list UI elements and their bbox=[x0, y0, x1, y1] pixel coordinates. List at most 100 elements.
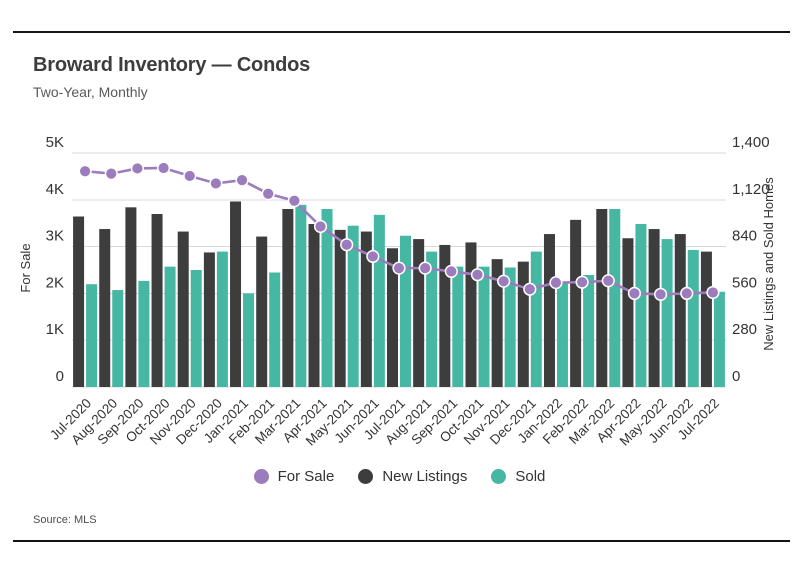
bar-sold-Jan-2021[interactable] bbox=[243, 293, 255, 387]
legend-label: New Listings bbox=[382, 468, 468, 485]
y-axis-right-tick-label: 560 bbox=[732, 274, 757, 291]
legend-item-sold[interactable]: Sold bbox=[491, 468, 545, 485]
y-axis-left-tick-label: 5K bbox=[46, 134, 64, 151]
bar-new-listings-Oct-2020[interactable] bbox=[151, 214, 163, 387]
for-sale-point-Dec-2020[interactable] bbox=[210, 178, 221, 189]
bar-sold-Jul-2021[interactable] bbox=[400, 235, 411, 387]
bar-sold-Sep-2021[interactable] bbox=[452, 266, 464, 387]
bar-new-listings-May-2022[interactable] bbox=[648, 229, 660, 387]
bar-new-listings-Apr-2022[interactable] bbox=[622, 238, 634, 387]
bar-new-listings-Sep-2021[interactable] bbox=[439, 244, 451, 387]
bar-new-listings-May-2021[interactable] bbox=[334, 229, 346, 387]
for-sale-point-Jul-2022[interactable] bbox=[707, 287, 719, 298]
for-sale-point-Nov-2020[interactable] bbox=[184, 170, 195, 182]
bar-sold-Jul-2022[interactable] bbox=[713, 291, 725, 387]
bar-new-listings-Mar-2021[interactable] bbox=[282, 208, 294, 387]
bar-sold-Feb-2022[interactable] bbox=[583, 275, 595, 387]
for-sale-point-May-2021[interactable] bbox=[341, 239, 352, 250]
for-sale-swatch-icon bbox=[253, 469, 269, 484]
for-sale-point-Jun-2021[interactable] bbox=[367, 251, 378, 262]
for-sale-point-Jul-2021[interactable] bbox=[393, 263, 405, 274]
bar-sold-Jun-2022[interactable] bbox=[687, 249, 699, 387]
bar-new-listings-Jul-2021[interactable] bbox=[387, 248, 398, 387]
for-sale-point-Jul-2020[interactable] bbox=[79, 166, 91, 177]
legend-item-new-listings[interactable]: New Listings bbox=[358, 468, 467, 485]
for-sale-point-Jun-2022[interactable] bbox=[681, 288, 692, 299]
bar-sold-Oct-2020[interactable] bbox=[164, 266, 176, 387]
bar-new-listings-Aug-2020[interactable] bbox=[99, 229, 111, 387]
for-sale-point-Nov-2021[interactable] bbox=[498, 276, 509, 287]
bar-sold-Feb-2021[interactable] bbox=[269, 272, 281, 387]
y-axis-right-tick-label: 280 bbox=[732, 321, 757, 338]
bar-sold-Dec-2021[interactable] bbox=[530, 251, 542, 387]
for-sale-point-Feb-2021[interactable] bbox=[263, 188, 274, 199]
bar-sold-Sep-2020[interactable] bbox=[138, 280, 150, 387]
bar-new-listings-Jul-2022[interactable] bbox=[700, 251, 712, 387]
bar-sold-Nov-2020[interactable] bbox=[190, 270, 202, 387]
y-axis-right-tick-label: 0 bbox=[732, 368, 740, 385]
bar-sold-Apr-2021[interactable] bbox=[321, 208, 333, 387]
for-sale-point-Apr-2021[interactable] bbox=[315, 221, 326, 232]
bar-sold-May-2022[interactable] bbox=[661, 239, 673, 387]
bar-new-listings-Dec-2021[interactable] bbox=[517, 261, 529, 387]
bar-sold-Jul-2020[interactable] bbox=[86, 284, 98, 387]
new-listings-swatch-icon bbox=[358, 469, 374, 484]
legend-label: Sold bbox=[515, 468, 546, 485]
page-title: Broward Inventory — Condos bbox=[33, 54, 311, 76]
bar-new-listings-Mar-2022[interactable] bbox=[596, 208, 608, 387]
for-sale-point-Oct-2021[interactable] bbox=[472, 269, 483, 280]
bar-sold-Jun-2021[interactable] bbox=[373, 214, 385, 387]
bar-sold-Apr-2022[interactable] bbox=[635, 224, 647, 387]
bar-new-listings-Sep-2020[interactable] bbox=[125, 207, 137, 387]
bar-sold-Dec-2020[interactable] bbox=[216, 251, 228, 387]
bar-new-listings-Aug-2021[interactable] bbox=[413, 239, 425, 387]
for-sale-point-Sep-2021[interactable] bbox=[446, 266, 457, 277]
for-sale-point-Mar-2021[interactable] bbox=[289, 195, 300, 206]
for-sale-point-Apr-2022[interactable] bbox=[629, 288, 640, 299]
bottom-rule bbox=[13, 540, 790, 542]
y-axis-right-tick-label: 840 bbox=[732, 228, 757, 245]
bar-sold-Oct-2021[interactable] bbox=[478, 266, 490, 387]
for-sale-point-Mar-2022[interactable] bbox=[603, 275, 614, 286]
y-axis-right-tick-label: 1,400 bbox=[732, 134, 770, 151]
bar-new-listings-Feb-2022[interactable] bbox=[570, 219, 582, 387]
bar-new-listings-Apr-2021[interactable] bbox=[308, 224, 320, 387]
for-sale-point-Dec-2021[interactable] bbox=[524, 284, 535, 295]
bar-new-listings-Jun-2021[interactable] bbox=[360, 231, 372, 387]
chart-header: Broward Inventory — Condos Two-Year, Mon… bbox=[33, 54, 310, 100]
bar-new-listings-Jan-2021[interactable] bbox=[230, 201, 242, 387]
bar-sold-Aug-2021[interactable] bbox=[426, 251, 438, 387]
for-sale-point-Feb-2022[interactable] bbox=[577, 277, 588, 288]
for-sale-point-Oct-2020[interactable] bbox=[158, 162, 169, 174]
source-note: Source: MLS bbox=[33, 514, 97, 526]
bar-new-listings-Nov-2021[interactable] bbox=[491, 259, 503, 387]
bar-new-listings-Oct-2021[interactable] bbox=[465, 242, 477, 387]
y-axis-left-title: For Sale bbox=[18, 243, 33, 292]
legend-item-for-sale[interactable]: For Sale bbox=[253, 468, 335, 485]
bar-new-listings-Jun-2022[interactable] bbox=[674, 234, 686, 387]
bar-new-listings-Jan-2022[interactable] bbox=[543, 234, 555, 387]
bar-new-listings-Jul-2020[interactable] bbox=[73, 216, 85, 387]
bar-new-listings-Nov-2020[interactable] bbox=[177, 231, 189, 387]
for-sale-point-Jan-2021[interactable] bbox=[236, 175, 248, 186]
for-sale-point-May-2022[interactable] bbox=[655, 289, 666, 300]
chart-legend: For Sale New Listings Sold bbox=[0, 468, 799, 485]
bar-sold-Nov-2021[interactable] bbox=[504, 267, 516, 387]
bar-new-listings-Dec-2020[interactable] bbox=[203, 252, 215, 387]
y-axis-left-tick-label: 3K bbox=[46, 228, 64, 245]
bar-sold-Mar-2022[interactable] bbox=[609, 208, 621, 387]
for-sale-point-Jan-2022[interactable] bbox=[550, 277, 562, 288]
bar-new-listings-Feb-2021[interactable] bbox=[256, 236, 268, 387]
for-sale-point-Aug-2021[interactable] bbox=[420, 263, 431, 274]
y-axis-right-tick-label: 1,120 bbox=[732, 181, 770, 198]
bar-sold-May-2021[interactable] bbox=[347, 225, 359, 387]
bar-sold-Jan-2022[interactable] bbox=[556, 282, 568, 387]
bar-sold-Mar-2021[interactable] bbox=[295, 204, 307, 387]
for-sale-point-Sep-2020[interactable] bbox=[132, 163, 143, 174]
legend-label: For Sale bbox=[277, 468, 335, 485]
y-axis-left-tick-label: 1K bbox=[46, 321, 64, 338]
y-axis-right-title: New Listings and Sold Homes bbox=[761, 177, 776, 351]
bar-sold-Aug-2020[interactable] bbox=[112, 290, 124, 387]
for-sale-point-Aug-2020[interactable] bbox=[106, 168, 117, 179]
